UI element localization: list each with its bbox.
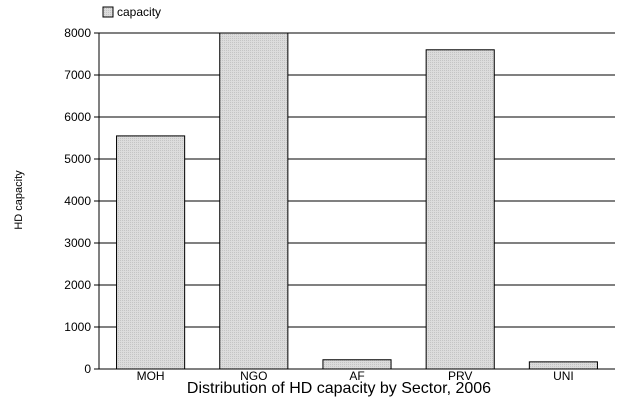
bar-prv (425, 49, 495, 370)
legend: capacity (102, 5, 161, 19)
y-tick-label: 4000 (64, 194, 91, 208)
x-tick-label: AF (349, 369, 364, 383)
bar-uni (528, 361, 598, 370)
x-tick-label: UNI (553, 369, 574, 383)
x-tick-label: MOH (137, 369, 165, 383)
x-tick-labels: MOH NGO AF PRV UNI (137, 369, 574, 383)
x-tick-label: PRV (448, 369, 472, 383)
legend-label: capacity (117, 5, 161, 19)
y-tick-label: 6000 (64, 110, 91, 124)
y-tick-label: 3000 (64, 236, 91, 250)
x-tick-label: NGO (240, 369, 267, 383)
y-tick-label: 7000 (64, 68, 91, 82)
bar-moh (116, 135, 186, 370)
y-tick-label: 5000 (64, 152, 91, 166)
y-tick-label: 1000 (64, 320, 91, 334)
y-tick-label: 8000 (64, 26, 91, 40)
legend-swatch (102, 6, 114, 18)
bars (116, 32, 598, 370)
y-axis-label: HD capacity (13, 170, 25, 230)
y-tick-label: 2000 (64, 278, 91, 292)
y-tick-labels: 0 1000 2000 3000 4000 5000 6000 7000 8000 (64, 26, 99, 376)
bar-af (322, 359, 392, 370)
y-tick-label: 0 (84, 362, 91, 376)
bar-ngo (219, 32, 289, 370)
chart-title: Distribution of HD capacity by Sector, 2… (187, 380, 491, 397)
